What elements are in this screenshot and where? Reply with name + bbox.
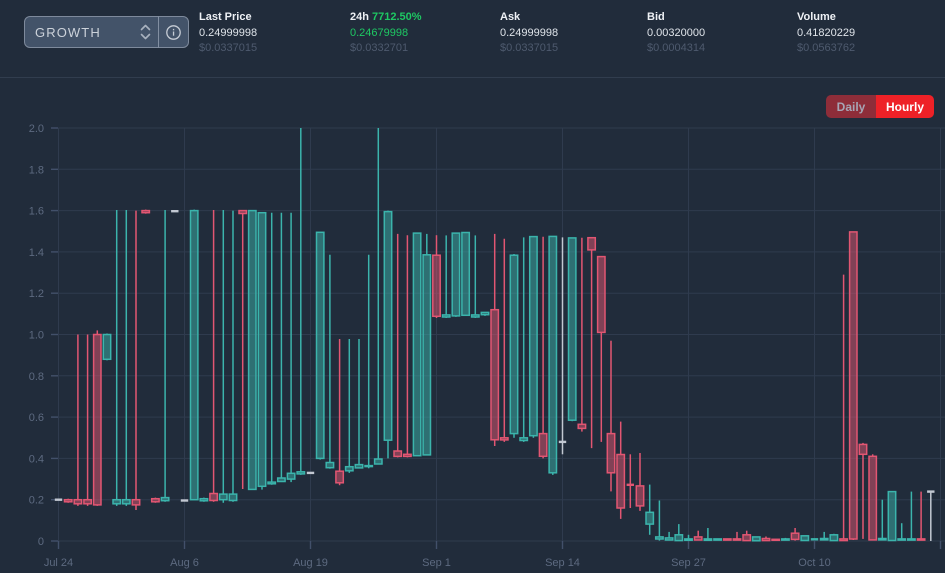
svg-text:Jul 24: Jul 24: [44, 557, 73, 569]
svg-text:Sep 27: Sep 27: [671, 557, 706, 569]
svg-text:0: 0: [38, 536, 44, 548]
svg-text:1.2: 1.2: [29, 288, 44, 300]
svg-text:Sep 1: Sep 1: [422, 557, 451, 569]
svg-text:1.8: 1.8: [29, 164, 44, 176]
svg-text:0.8: 0.8: [29, 371, 44, 383]
svg-text:Aug 19: Aug 19: [293, 557, 328, 569]
svg-text:0.2: 0.2: [29, 495, 44, 507]
svg-text:1.0: 1.0: [29, 330, 44, 342]
svg-text:0.6: 0.6: [29, 412, 44, 424]
svg-text:2.0: 2.0: [29, 123, 44, 135]
svg-text:1.6: 1.6: [29, 206, 44, 218]
svg-text:0.4: 0.4: [29, 453, 44, 465]
svg-text:1.4: 1.4: [29, 247, 44, 259]
svg-text:Aug 6: Aug 6: [170, 557, 199, 569]
svg-text:Oct 10: Oct 10: [798, 557, 830, 569]
svg-text:Sep 14: Sep 14: [545, 557, 580, 569]
